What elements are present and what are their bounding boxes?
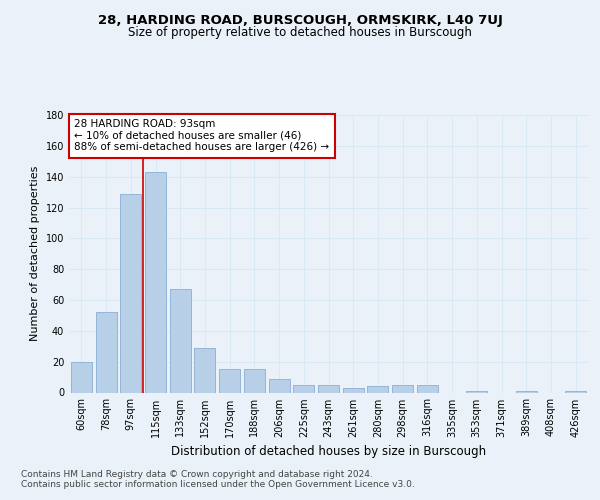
Text: 28, HARDING ROAD, BURSCOUGH, ORMSKIRK, L40 7UJ: 28, HARDING ROAD, BURSCOUGH, ORMSKIRK, L… [98, 14, 502, 27]
Bar [318, 385, 339, 392]
Bar [145, 172, 166, 392]
Bar [71, 362, 92, 392]
Bar [269, 378, 290, 392]
Bar [417, 385, 438, 392]
Text: Size of property relative to detached houses in Burscough: Size of property relative to detached ho… [128, 26, 472, 39]
Bar [565, 391, 586, 392]
Bar [392, 385, 413, 392]
Bar [466, 391, 487, 392]
Text: Contains HM Land Registry data © Crown copyright and database right 2024.: Contains HM Land Registry data © Crown c… [21, 470, 373, 479]
Text: Contains public sector information licensed under the Open Government Licence v3: Contains public sector information licen… [21, 480, 415, 489]
Text: 28 HARDING ROAD: 93sqm
← 10% of detached houses are smaller (46)
88% of semi-det: 28 HARDING ROAD: 93sqm ← 10% of detached… [74, 119, 329, 152]
X-axis label: Distribution of detached houses by size in Burscough: Distribution of detached houses by size … [171, 445, 486, 458]
Bar [367, 386, 388, 392]
Bar [516, 391, 537, 392]
Bar [244, 370, 265, 392]
Bar [219, 370, 240, 392]
Bar [120, 194, 141, 392]
Bar [343, 388, 364, 392]
Bar [170, 289, 191, 393]
Bar [194, 348, 215, 393]
Bar [95, 312, 116, 392]
Y-axis label: Number of detached properties: Number of detached properties [30, 166, 40, 342]
Bar [293, 385, 314, 392]
